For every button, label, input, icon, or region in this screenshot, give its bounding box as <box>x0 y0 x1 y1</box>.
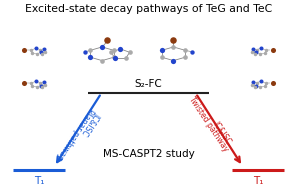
Point <box>100 59 105 62</box>
Point <box>112 49 116 52</box>
Point <box>42 47 47 50</box>
Point <box>38 84 43 87</box>
Point <box>127 51 132 54</box>
Point <box>254 84 259 87</box>
Point <box>88 56 93 59</box>
Point <box>104 38 109 41</box>
Point <box>29 49 33 52</box>
Point <box>30 52 34 55</box>
Point <box>264 82 268 85</box>
Point <box>38 51 43 54</box>
Text: T₁: T₁ <box>253 176 263 186</box>
Point <box>253 85 258 88</box>
Text: Excited-state decay pathways of TeG and TeC: Excited-state decay pathways of TeG and … <box>25 4 272 14</box>
Point <box>112 56 117 59</box>
Point <box>83 50 88 53</box>
Point <box>271 82 275 85</box>
Point <box>34 85 39 88</box>
Text: S₂-FC: S₂-FC <box>135 79 162 89</box>
Point <box>254 48 259 51</box>
Point <box>159 49 164 52</box>
Point <box>183 49 188 52</box>
Point <box>34 80 38 83</box>
Point <box>22 82 26 85</box>
Point <box>109 51 113 54</box>
Point <box>124 56 129 59</box>
Point <box>189 50 194 53</box>
Point <box>263 85 267 88</box>
Point <box>42 83 47 86</box>
Point <box>253 52 258 55</box>
Point <box>259 47 263 50</box>
Point <box>259 80 263 83</box>
Point <box>39 52 44 55</box>
Point <box>264 49 268 52</box>
Point <box>250 47 255 50</box>
Point <box>29 82 33 85</box>
Point <box>254 81 259 84</box>
Point <box>263 52 267 55</box>
Point <box>254 51 259 54</box>
Point <box>159 56 164 59</box>
Text: T₁: T₁ <box>34 176 44 186</box>
Point <box>258 85 263 88</box>
Point <box>112 56 116 59</box>
Point <box>271 49 275 52</box>
Text: IC&ISC: IC&ISC <box>78 111 100 138</box>
Point <box>42 50 47 53</box>
Point <box>34 52 39 55</box>
Point <box>100 45 105 48</box>
Point <box>38 81 43 84</box>
Point <box>38 48 43 51</box>
Text: Planar pathway: Planar pathway <box>55 106 95 161</box>
Point <box>171 45 176 48</box>
Point <box>118 47 123 50</box>
Point <box>250 50 255 53</box>
Point <box>250 83 255 86</box>
Text: MS-CASPT2 study: MS-CASPT2 study <box>103 149 194 159</box>
Point <box>171 38 176 41</box>
Point <box>39 85 44 88</box>
Point <box>250 80 255 83</box>
Point <box>171 59 176 62</box>
Point <box>88 49 93 52</box>
Point <box>34 47 38 50</box>
Point <box>22 49 26 52</box>
Text: IC&ISC: IC&ISC <box>211 120 233 147</box>
Point <box>258 52 263 55</box>
Point <box>42 80 47 83</box>
Text: Twisted pathway: Twisted pathway <box>187 95 230 153</box>
Point <box>30 85 34 88</box>
Point <box>183 56 188 59</box>
